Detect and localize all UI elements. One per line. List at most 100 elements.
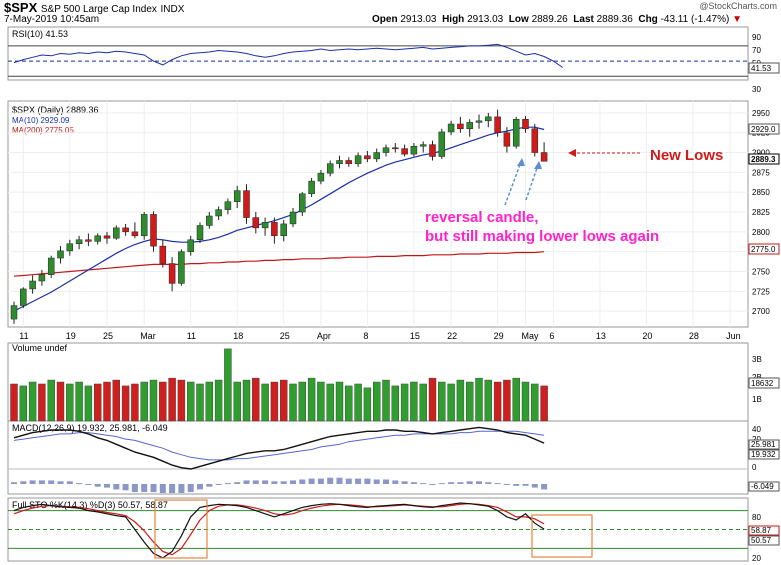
macd-histogram-bar (383, 479, 389, 484)
macd-histogram-bar (20, 481, 27, 484)
candle (382, 147, 390, 153)
macd-histogram-bar (197, 484, 203, 490)
last-tag-box (748, 153, 780, 165)
macd-histogram-bar (299, 479, 306, 484)
candle (75, 239, 83, 244)
candle (308, 180, 315, 195)
macd-histogram-bar (131, 484, 138, 493)
volume-bar (382, 379, 390, 422)
macd-histogram-bar (373, 479, 380, 484)
volume-label: Volume undef (12, 343, 68, 353)
macd-histogram-bar (243, 480, 250, 484)
volume-tick: 3B (752, 355, 762, 364)
price-tick-label: 2750 (752, 267, 770, 276)
reversal-annotation-line1: reversal candle, (425, 209, 538, 226)
volume-bar (47, 379, 55, 422)
candle (419, 144, 427, 147)
volume-bar (186, 381, 195, 422)
volume-bar (56, 381, 65, 422)
macd-label: MACD(12,26,9) 19.932, 25.981, -6.049 (12, 423, 168, 433)
volume-bar (66, 383, 74, 422)
candle (540, 152, 548, 162)
macd-histogram-bar (104, 484, 110, 488)
x-tick-label: 11 (187, 331, 196, 341)
volume-bar (242, 379, 251, 422)
rsi-tag-box (748, 62, 780, 74)
candle (150, 214, 157, 247)
macd-histogram-bar (466, 481, 473, 484)
candle (261, 222, 269, 229)
macd-histogram-bar (290, 480, 296, 484)
volume-bar (131, 383, 139, 422)
volume-bar (456, 379, 465, 422)
reversal-arrow-2 (525, 164, 539, 201)
x-tick-label: 18 (233, 331, 243, 341)
macd-histogram-bar (457, 482, 464, 484)
volume-bar (19, 385, 27, 422)
volume-bar (168, 377, 176, 422)
sto-current-highlight (531, 514, 593, 558)
macd-tick: 0 (752, 463, 757, 472)
volume-bar (400, 383, 409, 422)
price-tick-label: 2700 (752, 307, 770, 316)
candle (38, 274, 46, 282)
price-tick-label: 2725 (752, 287, 770, 296)
volume-bar (270, 381, 279, 422)
volume-bar (28, 381, 37, 422)
macd-histogram-bar (503, 484, 510, 485)
new-lows-arrowhead (568, 149, 576, 157)
macd-histogram-bar (308, 478, 315, 484)
volume-bar (373, 381, 381, 422)
volume-bar (93, 383, 102, 422)
volume-tag-box (748, 377, 780, 389)
rsi-tick: 30 (752, 85, 761, 94)
volume-bar (475, 377, 483, 422)
price-tick-label: 2900 (752, 149, 770, 158)
candle (438, 131, 446, 157)
reversal-arrow-1 (504, 161, 522, 206)
volume-tag: 18632 (751, 379, 774, 388)
macd-histogram-bar (345, 478, 352, 484)
volume-bar (112, 379, 121, 422)
candle (410, 145, 418, 155)
rsi-tick: 70 (752, 46, 761, 55)
volume-bar (10, 383, 18, 422)
macd-histogram-bar (178, 484, 185, 493)
macd-histogram-bar (66, 481, 73, 484)
candle (85, 239, 92, 242)
candle (233, 190, 241, 202)
candle (47, 257, 55, 275)
candle (336, 160, 343, 164)
price-title: $SPX (Daily) 2889.36 (12, 105, 99, 115)
candle (457, 123, 464, 130)
volume-bar (149, 379, 158, 422)
x-tick-label: 20 (642, 331, 652, 341)
macd-histogram-bar (169, 484, 176, 493)
reversal-annotation-line2: but still making lower lows again (425, 228, 659, 245)
candle (187, 239, 194, 252)
macd-histogram-bar (438, 483, 445, 485)
macd-histogram-bar (252, 480, 259, 484)
volume-bar (503, 379, 511, 422)
candle (447, 123, 455, 133)
candle (168, 263, 176, 284)
volume-bar (410, 381, 418, 422)
candle (57, 250, 64, 259)
candle (503, 132, 511, 147)
volume-bar (75, 381, 83, 422)
x-tick-label: 25 (103, 331, 113, 341)
macd-histogram-bar (48, 480, 55, 484)
new-lows-annotation: New Lows (650, 147, 723, 164)
ma200-tag-box (748, 243, 780, 255)
candle (345, 160, 353, 164)
candle (485, 116, 492, 122)
macd-tick: 40 (752, 425, 761, 434)
candle (140, 214, 148, 237)
macd-histogram-bar (541, 484, 548, 490)
macd-histogram-bar (429, 484, 436, 485)
candle (289, 211, 297, 225)
macd-histogram-bar (271, 481, 278, 484)
volume-bar (540, 385, 548, 422)
rsi-tick: 90 (752, 33, 761, 42)
candle (299, 193, 306, 213)
